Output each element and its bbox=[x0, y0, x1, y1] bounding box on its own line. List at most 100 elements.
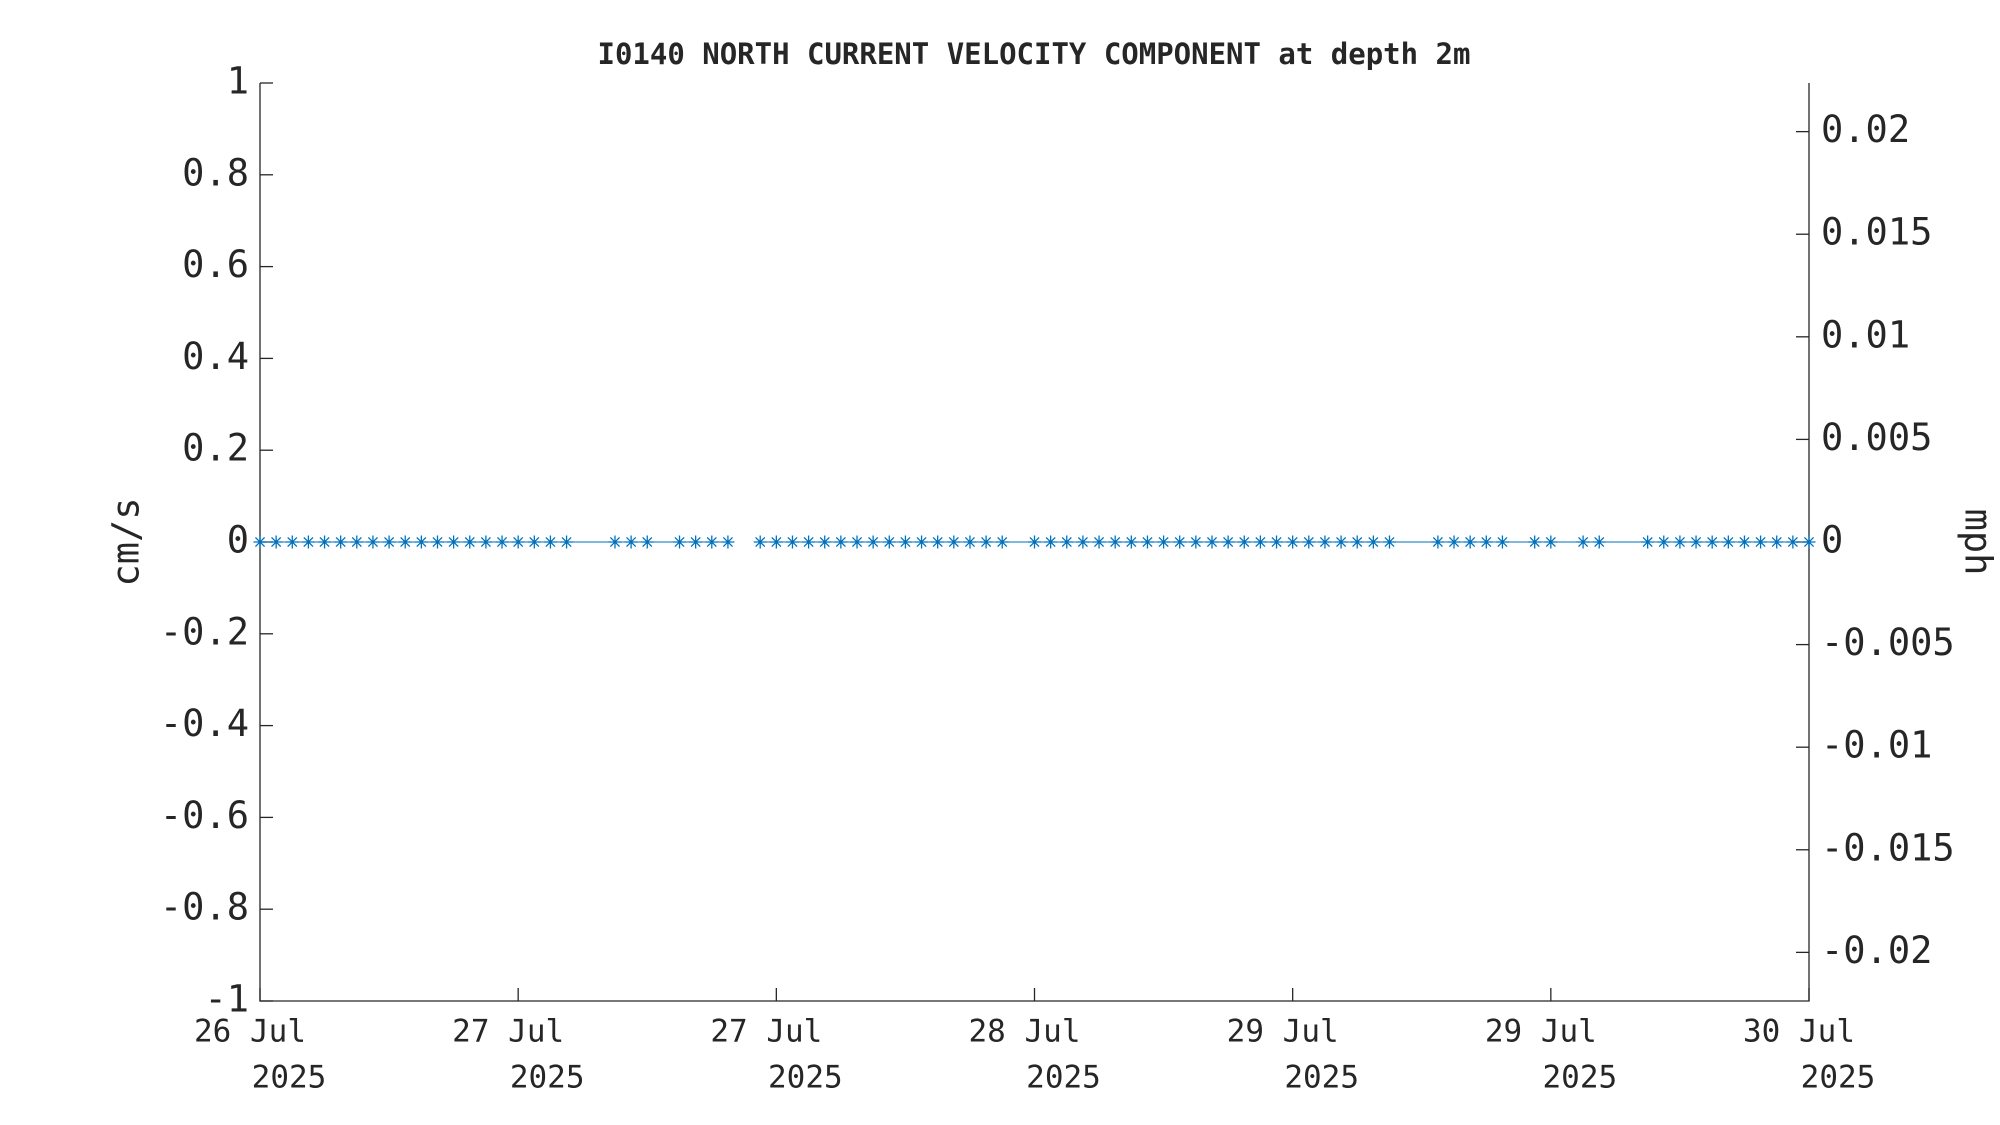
y2-axis-label: mph bbox=[1957, 509, 2000, 576]
data-marker bbox=[1157, 535, 1171, 549]
data-marker bbox=[1382, 535, 1396, 549]
data-marker bbox=[931, 535, 945, 549]
data-marker bbox=[1544, 535, 1558, 549]
data-marker bbox=[608, 535, 622, 549]
data-marker bbox=[1641, 535, 1655, 549]
data-marker bbox=[1334, 535, 1348, 549]
data-marker bbox=[1286, 535, 1300, 549]
y2-tick-label: -0.02 bbox=[1821, 929, 1932, 972]
data-marker bbox=[527, 535, 541, 549]
data-marker bbox=[1802, 535, 1816, 549]
data-marker bbox=[963, 535, 977, 549]
data-marker bbox=[1092, 535, 1106, 549]
data-marker bbox=[1221, 535, 1235, 549]
x-tick-label: 2025 bbox=[768, 1060, 843, 1096]
y2-tick-label: 0.01 bbox=[1821, 313, 1910, 356]
data-marker bbox=[430, 535, 444, 549]
data-marker bbox=[382, 535, 396, 549]
data-marker bbox=[543, 535, 557, 549]
data-marker bbox=[689, 535, 703, 549]
data-marker bbox=[898, 535, 912, 549]
data-marker bbox=[1528, 535, 1542, 549]
data-marker bbox=[850, 535, 864, 549]
y-tick-label: -0.6 bbox=[160, 794, 249, 837]
data-marker bbox=[1689, 535, 1703, 549]
y2-tick-label: -0.005 bbox=[1821, 621, 1955, 664]
x-tick-label: 2025 bbox=[1284, 1060, 1359, 1096]
x-tick-label: 29 Jul bbox=[1485, 1014, 1597, 1050]
data-marker bbox=[979, 535, 993, 549]
data-marker bbox=[1205, 535, 1219, 549]
data-marker bbox=[398, 535, 412, 549]
data-marker bbox=[995, 535, 1009, 549]
data-marker bbox=[802, 535, 816, 549]
y-tick-label: -0.4 bbox=[160, 702, 249, 745]
x-tick-label: 28 Jul bbox=[969, 1014, 1081, 1050]
x-tick-label: 27 Jul bbox=[452, 1014, 564, 1050]
data-marker bbox=[1173, 535, 1187, 549]
data-marker bbox=[1028, 535, 1041, 549]
data-marker bbox=[1366, 535, 1380, 549]
data-marker bbox=[1657, 535, 1671, 549]
data-marker bbox=[1463, 535, 1477, 549]
y-tick-label: 0.2 bbox=[182, 427, 249, 470]
x-tick-label: 30 Jul bbox=[1743, 1014, 1855, 1050]
data-marker bbox=[753, 535, 767, 549]
data-marker bbox=[1673, 535, 1687, 549]
data-marker bbox=[769, 535, 783, 549]
data-marker bbox=[1270, 535, 1284, 549]
data-marker bbox=[834, 535, 848, 549]
data-marker bbox=[366, 535, 380, 549]
data-marker bbox=[318, 535, 332, 549]
data-marker bbox=[285, 535, 299, 549]
y-tick-label: 0 bbox=[227, 519, 249, 562]
x-tick-label: 2025 bbox=[510, 1060, 585, 1096]
x-tick-label: 27 Jul bbox=[710, 1014, 822, 1050]
data-marker bbox=[1124, 535, 1138, 549]
data-marker bbox=[1721, 535, 1735, 549]
data-marker bbox=[1302, 535, 1316, 549]
y-tick-label: -0.8 bbox=[160, 886, 249, 929]
data-marker bbox=[1350, 535, 1364, 549]
data-marker bbox=[334, 535, 348, 549]
data-marker bbox=[624, 535, 638, 549]
data-marker bbox=[721, 535, 735, 549]
data-marker bbox=[1189, 535, 1203, 549]
data-marker bbox=[253, 535, 267, 549]
data-marker bbox=[1060, 535, 1074, 549]
y-tick-label: 0.6 bbox=[182, 243, 249, 286]
x-tick-label: 26 Jul bbox=[194, 1014, 306, 1050]
data-marker bbox=[1253, 535, 1267, 549]
data-marker bbox=[560, 535, 574, 549]
data-marker bbox=[866, 535, 880, 549]
data-marker bbox=[640, 535, 654, 549]
data-marker bbox=[301, 535, 315, 549]
data-marker bbox=[1495, 535, 1509, 549]
data-marker bbox=[1318, 535, 1332, 549]
y-tick-label: 0.8 bbox=[182, 151, 249, 194]
data-marker bbox=[479, 535, 493, 549]
x-tick-label: 2025 bbox=[252, 1060, 327, 1096]
data-marker bbox=[269, 535, 283, 549]
data-marker bbox=[1705, 535, 1719, 549]
data-marker bbox=[1576, 535, 1590, 549]
y2-tick-label: 0.02 bbox=[1821, 108, 1910, 151]
data-marker bbox=[463, 535, 477, 549]
data-marker bbox=[1076, 535, 1090, 549]
data-marker bbox=[1770, 535, 1784, 549]
data-marker bbox=[1754, 535, 1768, 549]
y2-tick-label: 0.005 bbox=[1821, 416, 1932, 459]
data-marker bbox=[1237, 535, 1251, 549]
data-marker bbox=[818, 535, 832, 549]
y2-tick-label: -0.015 bbox=[1821, 826, 1955, 869]
x-tick-label: 2025 bbox=[1801, 1060, 1876, 1096]
chart-title: I0140 NORTH CURRENT VELOCITY COMPONENT a… bbox=[598, 37, 1471, 71]
x-tick-label: 29 Jul bbox=[1227, 1014, 1339, 1050]
data-marker bbox=[785, 535, 799, 549]
x-tick-label: 2025 bbox=[1026, 1060, 1101, 1096]
y-tick-label: 1 bbox=[227, 60, 249, 103]
x-tick-label: 2025 bbox=[1543, 1060, 1618, 1096]
y-tick-label: -0.2 bbox=[160, 610, 249, 653]
